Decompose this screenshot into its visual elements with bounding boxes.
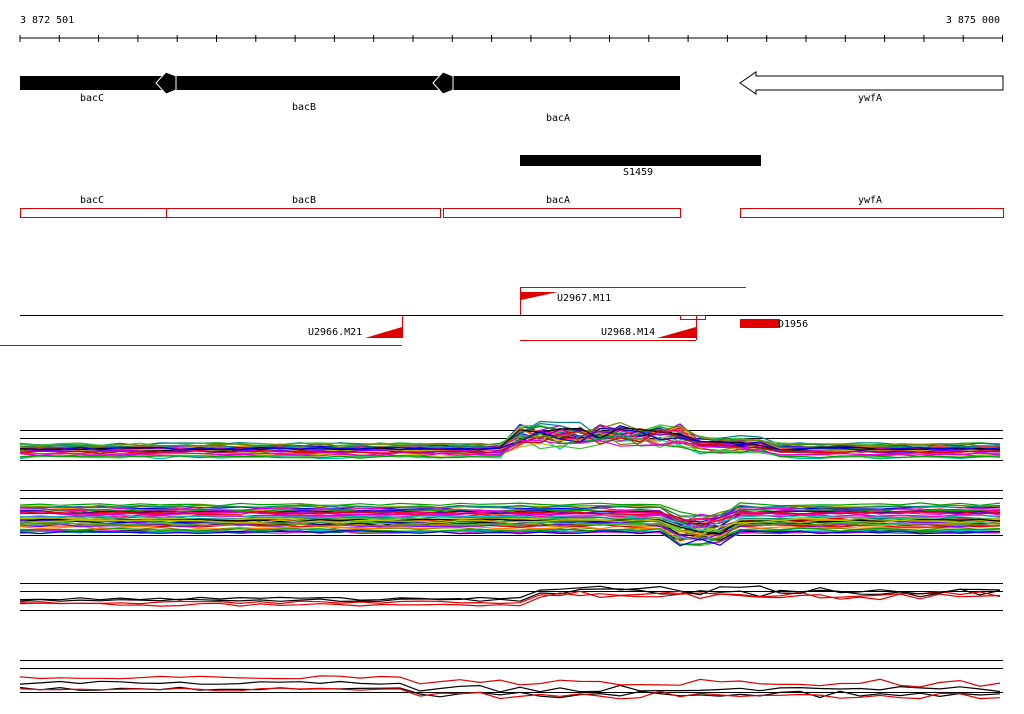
feature-track: U2967.M11 U2966.M21 U2968.M14 D1956 <box>0 287 1003 346</box>
expression-line <box>19 427 1001 451</box>
gene-arrow <box>739 71 1004 95</box>
segment-bar <box>520 155 761 166</box>
gene-label: ywfA <box>858 93 882 104</box>
expression-line <box>19 519 1001 536</box>
expression-line <box>19 687 1001 700</box>
expression-line <box>19 530 1001 547</box>
axis-end: 3 875 000 <box>946 15 1000 26</box>
feature-box <box>740 319 780 328</box>
feature-label: U2968.M14 <box>601 327 655 338</box>
annotation-label: bacB <box>292 195 316 206</box>
expression-line <box>19 588 1001 603</box>
feature-flag <box>657 327 696 338</box>
expression-line <box>19 590 1001 605</box>
gene-label: bacB <box>292 102 316 113</box>
feature-flag <box>521 292 558 300</box>
annotation-label: ywfA <box>858 195 882 206</box>
gene-label: bacC <box>80 93 104 104</box>
feature-label: U2967.M11 <box>557 293 611 304</box>
annotation-track <box>20 208 1004 218</box>
expression-line <box>19 439 1001 457</box>
expression-tracks <box>19 420 1003 700</box>
feature-label: D1956 <box>778 319 808 330</box>
expression-line <box>19 421 1000 448</box>
expression-line <box>19 504 1001 517</box>
feature-label: U2966.M21 <box>308 327 362 338</box>
expression-line <box>19 514 1001 532</box>
arrow-head <box>155 71 177 95</box>
expression-line <box>19 510 1001 523</box>
expression-line <box>19 510 1001 527</box>
expression-line <box>19 675 1001 688</box>
annotation-label: bacC <box>80 195 104 206</box>
gene-track: bacC bacB bacA ywfA <box>20 71 1004 124</box>
expression-line <box>19 585 1001 601</box>
expression-line <box>19 686 1001 699</box>
annotation-box <box>443 208 681 218</box>
expression-line <box>19 502 1001 518</box>
expression-line <box>19 590 1001 607</box>
axis-start: 3 872 501 <box>20 15 74 26</box>
annotation-box <box>740 208 1004 218</box>
annotation-box <box>166 208 441 218</box>
arrow-head <box>432 71 454 95</box>
gene-label: bacA <box>546 113 570 124</box>
annotation-box <box>20 208 167 218</box>
segment-label: S1459 <box>623 167 653 178</box>
feature-flag <box>365 327 402 338</box>
axis: 3 872 501 3 875 000 <box>19 15 1003 42</box>
expression-line <box>19 527 1001 546</box>
feature-box <box>680 315 706 320</box>
expression-line <box>19 680 1001 693</box>
expression-line <box>19 521 1001 533</box>
expression-line <box>19 518 1001 535</box>
annotation-label: bacA <box>546 195 570 206</box>
gene-bar <box>20 76 680 90</box>
